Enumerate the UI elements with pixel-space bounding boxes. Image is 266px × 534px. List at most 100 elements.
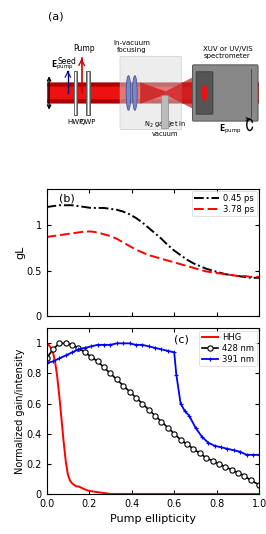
428 nm bbox=[166, 425, 169, 431]
HHG bbox=[83, 486, 86, 493]
0.45 ps bbox=[211, 268, 214, 274]
428 nm bbox=[205, 454, 208, 461]
FancyBboxPatch shape bbox=[47, 87, 259, 99]
0.45 ps bbox=[128, 211, 131, 217]
Bar bbox=[86, 70, 90, 115]
3.78 ps bbox=[192, 265, 195, 271]
Ellipse shape bbox=[201, 85, 207, 101]
428 nm bbox=[122, 382, 125, 389]
428 nm bbox=[77, 344, 80, 351]
Line: HHG: HHG bbox=[47, 343, 259, 494]
391 nm bbox=[102, 342, 106, 348]
391 nm bbox=[239, 449, 242, 455]
428 nm bbox=[64, 340, 67, 347]
FancyBboxPatch shape bbox=[120, 56, 182, 130]
428 nm bbox=[90, 354, 93, 360]
Text: QWP: QWP bbox=[80, 119, 96, 124]
428 nm bbox=[83, 349, 86, 356]
0.45 ps bbox=[96, 205, 99, 211]
391 nm bbox=[64, 352, 67, 359]
0.45 ps bbox=[102, 205, 106, 211]
Text: HWP: HWP bbox=[67, 119, 84, 124]
0.45 ps bbox=[64, 202, 67, 208]
Text: $\mathbf{E}_\mathrm{pump}$: $\mathbf{E}_\mathrm{pump}$ bbox=[219, 123, 241, 136]
0.45 ps bbox=[249, 274, 252, 281]
Y-axis label: gL: gL bbox=[15, 246, 25, 259]
0.45 ps bbox=[122, 208, 125, 215]
Ellipse shape bbox=[132, 76, 137, 111]
HHG bbox=[88, 488, 91, 494]
0.45 ps bbox=[134, 215, 138, 221]
3.78 ps bbox=[258, 274, 261, 280]
428 nm bbox=[236, 470, 240, 476]
428 nm bbox=[51, 346, 55, 352]
3.78 ps bbox=[128, 243, 131, 249]
HHG bbox=[98, 489, 101, 496]
391 nm bbox=[115, 340, 118, 347]
391 nm bbox=[188, 412, 191, 419]
391 nm bbox=[179, 400, 182, 407]
Text: (a): (a) bbox=[48, 11, 63, 21]
Bar bbox=[161, 95, 168, 128]
391 nm bbox=[153, 344, 157, 351]
HHG bbox=[66, 471, 69, 477]
391 nm bbox=[213, 443, 216, 449]
Text: XUV or UV/VIS
spectrometer: XUV or UV/VIS spectrometer bbox=[203, 46, 252, 59]
Text: $\mathbf{E}_\mathrm{pump}$: $\mathbf{E}_\mathrm{pump}$ bbox=[51, 59, 74, 72]
3.78 ps bbox=[77, 229, 80, 235]
HHG bbox=[77, 483, 80, 490]
0.45 ps bbox=[141, 219, 144, 226]
X-axis label: Pump ellipticity: Pump ellipticity bbox=[110, 514, 196, 524]
391 nm bbox=[109, 342, 112, 348]
391 nm bbox=[251, 452, 255, 458]
Line: 428 nm: 428 nm bbox=[44, 341, 262, 488]
0.45 ps bbox=[58, 202, 61, 208]
0.45 ps bbox=[236, 273, 240, 279]
FancyBboxPatch shape bbox=[196, 72, 213, 114]
HHG bbox=[73, 482, 76, 488]
3.78 ps bbox=[51, 233, 55, 239]
0.45 ps bbox=[185, 256, 189, 263]
428 nm bbox=[211, 458, 214, 464]
Text: (c): (c) bbox=[174, 335, 189, 345]
HHG bbox=[151, 491, 155, 497]
3.78 ps bbox=[134, 247, 138, 253]
Legend: 0.45 ps, 3.78 ps: 0.45 ps, 3.78 ps bbox=[192, 191, 257, 216]
428 nm bbox=[185, 441, 189, 447]
428 nm bbox=[217, 461, 221, 467]
HHG bbox=[58, 393, 61, 399]
3.78 ps bbox=[147, 252, 150, 258]
3.78 ps bbox=[153, 254, 157, 260]
428 nm bbox=[134, 394, 138, 400]
391 nm bbox=[245, 452, 248, 458]
Text: N$_2$ gas jet in
vacuum: N$_2$ gas jet in vacuum bbox=[144, 120, 186, 137]
Bar bbox=[74, 70, 77, 115]
428 nm bbox=[230, 467, 233, 473]
0.45 ps bbox=[90, 205, 93, 211]
3.78 ps bbox=[217, 270, 221, 277]
HHG bbox=[60, 415, 63, 422]
HHG bbox=[47, 342, 50, 348]
391 nm bbox=[232, 447, 235, 453]
428 nm bbox=[224, 464, 227, 470]
391 nm bbox=[175, 372, 178, 378]
428 nm bbox=[102, 364, 106, 371]
391 nm bbox=[90, 343, 93, 350]
428 nm bbox=[115, 376, 118, 383]
3.78 ps bbox=[243, 273, 246, 279]
428 nm bbox=[45, 355, 48, 362]
Text: Seed: Seed bbox=[57, 57, 76, 66]
3.78 ps bbox=[198, 266, 201, 273]
HHG bbox=[119, 491, 123, 497]
428 nm bbox=[70, 342, 74, 348]
3.78 ps bbox=[211, 269, 214, 276]
3.78 ps bbox=[102, 231, 106, 238]
391 nm bbox=[58, 355, 61, 362]
391 nm bbox=[173, 349, 176, 356]
3.78 ps bbox=[109, 233, 112, 239]
3.78 ps bbox=[115, 235, 118, 242]
391 nm bbox=[183, 408, 186, 414]
3.78 ps bbox=[58, 232, 61, 238]
Polygon shape bbox=[140, 82, 166, 104]
428 nm bbox=[96, 358, 99, 365]
